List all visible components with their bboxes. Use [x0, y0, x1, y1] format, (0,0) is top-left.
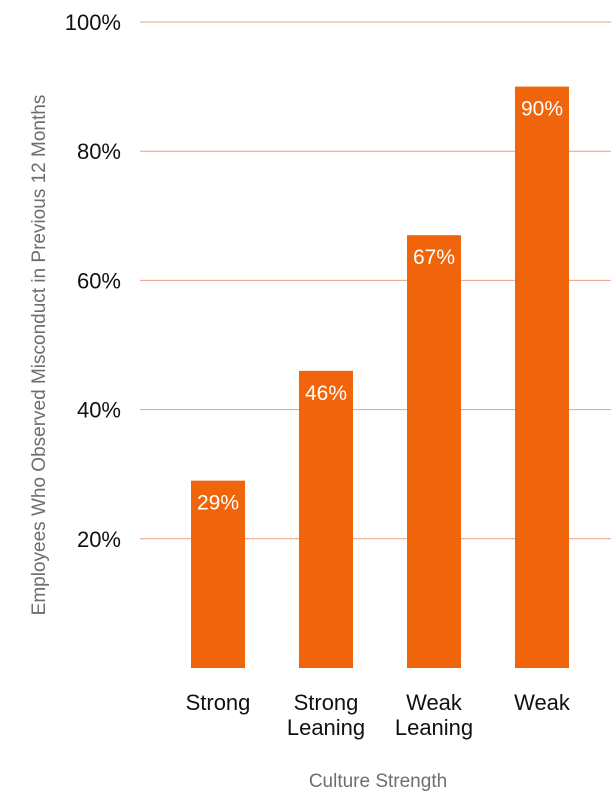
bars: [191, 86, 569, 669]
x-category-label-1-line-1: Strong: [186, 690, 251, 715]
x-category-label-2-line-1: Strong: [294, 690, 359, 715]
bar-value-label-1: 29%: [197, 492, 239, 515]
bar-weak-leaning: [407, 235, 461, 668]
y-tick-label-80: 80%: [77, 139, 121, 164]
y-tick-label-100: 100%: [65, 10, 121, 35]
y-tick-label-20: 20%: [77, 527, 121, 552]
x-category-label-3-line-2: Leaning: [395, 715, 473, 740]
bar-value-label-2: 46%: [305, 382, 347, 405]
x-axis-title: Culture Strength: [309, 771, 447, 792]
y-axis-title: Employees Who Observed Misconduct in Pre…: [29, 95, 50, 616]
y-tick-label-60: 60%: [77, 268, 121, 293]
y-tick-label-40: 40%: [77, 398, 121, 423]
x-category-label-2-line-2: Leaning: [287, 715, 365, 740]
y-tick-labels: 20% 40% 60% 80% 100%: [65, 10, 121, 552]
bar-strong-leaning: [299, 370, 353, 668]
bar-weak: [515, 86, 569, 669]
x-category-label-3-line-1: Weak: [406, 690, 463, 715]
x-category-label-4-line-1: Weak: [514, 690, 571, 715]
bar-strong: [191, 480, 245, 668]
bar-value-label-4: 90%: [521, 98, 563, 121]
bar-data-labels: 29% 46% 67% 90%: [197, 98, 563, 515]
bar-value-label-3: 67%: [413, 246, 455, 269]
